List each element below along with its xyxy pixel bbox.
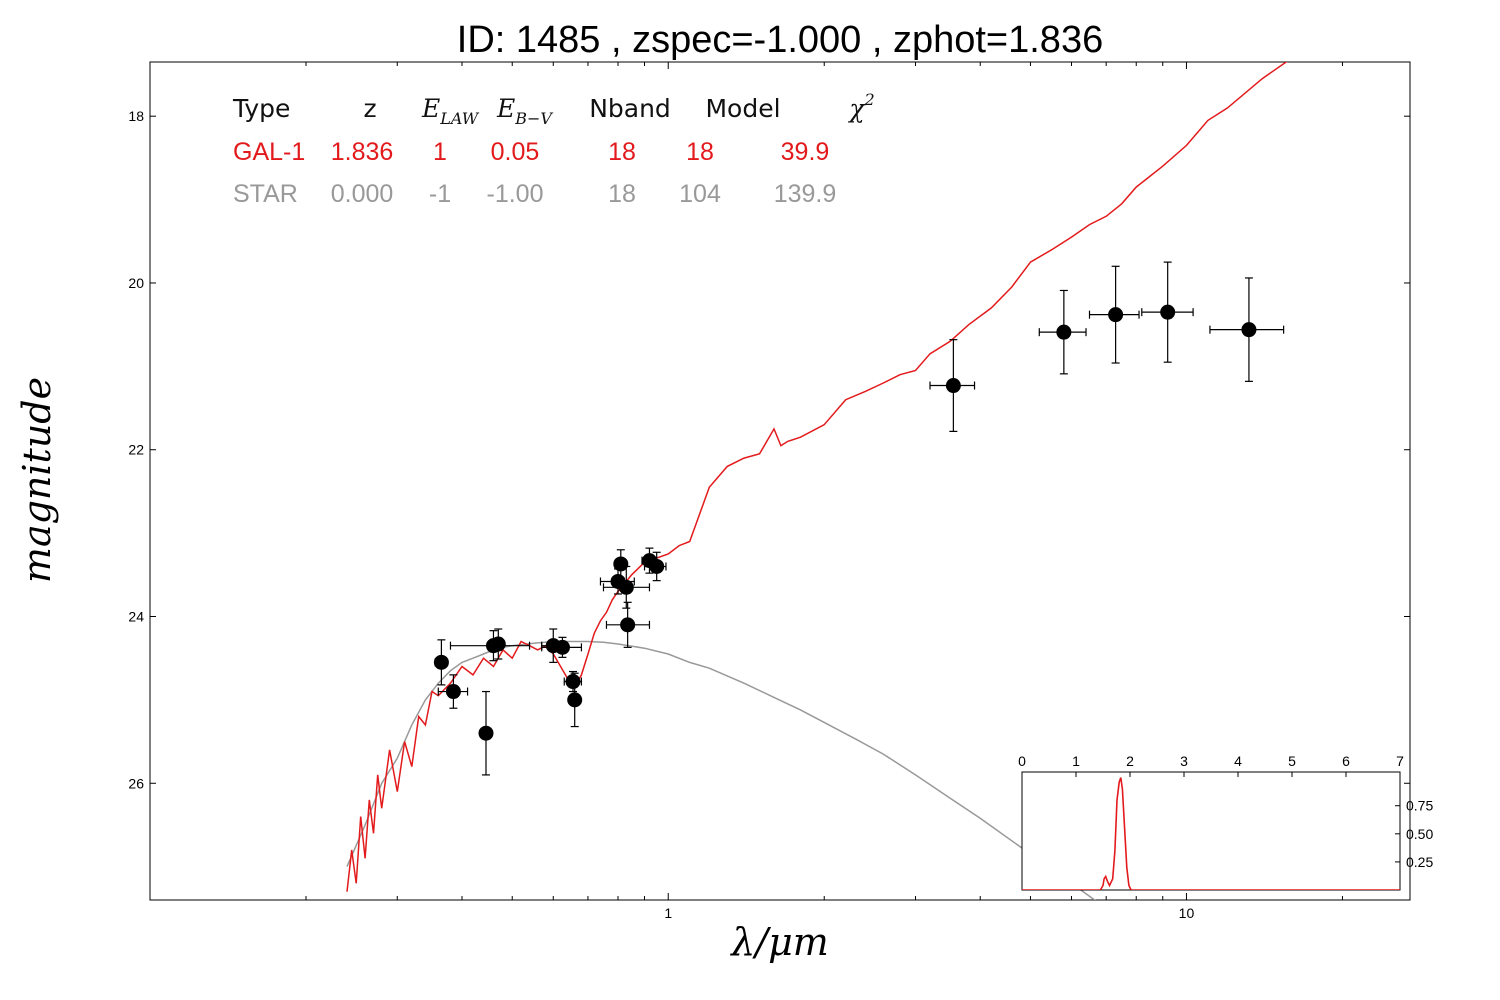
table-header: EB−V	[496, 94, 553, 128]
inset-x-tick-label: 0	[1018, 753, 1026, 769]
data-point	[433, 639, 449, 686]
table-cell: 1.836	[331, 138, 394, 166]
inset-y-tick-label: 0.75	[1406, 798, 1433, 814]
data-point-marker	[1056, 324, 1072, 340]
data-point	[490, 628, 506, 660]
table-cell: 104	[679, 180, 721, 208]
data-point-marker	[1241, 322, 1257, 338]
pdf-line	[1022, 777, 1400, 890]
data-point	[478, 690, 494, 776]
data-point	[1209, 277, 1285, 382]
table-cell: -1	[429, 180, 451, 208]
data-point-marker	[445, 684, 461, 700]
x-axis-label: λ/μm	[729, 920, 829, 964]
figure-title: ID: 1485 , zspec=-1.000 , zphot=1.836	[457, 19, 1103, 61]
data-point	[437, 674, 469, 709]
table-cell: 39.9	[781, 138, 830, 166]
redshift-pdf-inset: 0 1 2 3 4 5 6 7 0.25 0.50 0.75	[1018, 753, 1433, 891]
y-tick-label: 24	[128, 608, 144, 624]
table-cell: 18	[686, 138, 714, 166]
data-point	[563, 670, 583, 693]
data-point-marker	[567, 692, 583, 708]
photometry-points	[433, 261, 1285, 776]
data-point	[929, 339, 976, 432]
data-point-marker	[554, 639, 570, 655]
inset-x-tick-label: 2	[1126, 753, 1134, 769]
table-header: ELAW	[421, 94, 480, 128]
data-point-marker	[565, 674, 581, 690]
data-point	[1088, 265, 1140, 364]
table-cell: 0.05	[491, 138, 540, 166]
table-header: χ2	[847, 90, 874, 123]
y-axis-label: magnitude	[15, 377, 59, 583]
table-header: Nband	[589, 94, 671, 123]
data-point	[1141, 261, 1194, 363]
table-header: z	[363, 94, 376, 123]
table-cell: 1	[433, 138, 447, 166]
data-point	[541, 636, 583, 658]
data-point-marker	[649, 558, 665, 574]
inset-frame	[1021, 771, 1401, 891]
data-point	[567, 672, 583, 728]
inset-x-tick-label: 1	[1072, 753, 1080, 769]
table-cell: 18	[608, 138, 636, 166]
x-tick-label: 10	[1179, 905, 1195, 921]
y-tick-label: 26	[128, 775, 144, 791]
y-tick-label: 18	[128, 108, 144, 124]
data-point-marker	[945, 378, 961, 394]
data-point-marker	[1160, 304, 1176, 320]
data-point-marker	[490, 636, 506, 652]
y-tick-label: 22	[128, 442, 144, 458]
table-cell: 0.000	[331, 180, 394, 208]
inset-x-tick-label: 3	[1180, 753, 1188, 769]
inset-y-tick-label: 0.25	[1406, 854, 1433, 870]
inset-axis-ticks: 0 1 2 3 4 5 6 7 0.25 0.50 0.75	[1018, 753, 1433, 870]
table-header: Model	[705, 94, 780, 123]
table-cell: GAL-1	[233, 138, 305, 166]
data-point-marker	[478, 725, 494, 741]
table-cell: 18	[608, 180, 636, 208]
data-point	[643, 551, 667, 582]
table-cell: STAR	[233, 180, 298, 208]
inset-x-tick-label: 4	[1234, 753, 1242, 769]
data-point-marker	[618, 579, 634, 595]
data-point	[1038, 289, 1087, 375]
inset-y-tick-label: 0.50	[1406, 826, 1433, 842]
y-tick-label: 20	[128, 275, 144, 291]
data-point-marker	[613, 556, 629, 572]
fit-results-table: Type z ELAW EB−V Nband Model χ2 GAL-1 1.836 1 0.05…	[232, 90, 875, 208]
star-model-line	[346, 640, 1096, 900]
inset-x-tick-label: 6	[1342, 753, 1350, 769]
data-point-marker	[1108, 307, 1124, 323]
table-cell: -1.00	[487, 180, 544, 208]
data-point	[605, 601, 651, 648]
data-point-marker	[620, 617, 636, 633]
data-point-marker	[433, 654, 449, 670]
table-cell: 139.9	[774, 180, 837, 208]
inset-x-tick-label: 7	[1396, 753, 1404, 769]
table-header: Type	[232, 94, 290, 123]
data-point	[613, 549, 629, 579]
data-point	[602, 565, 651, 609]
x-tick-label: 1	[664, 905, 672, 921]
inset-x-tick-label: 5	[1288, 753, 1296, 769]
main-plot-frame	[149, 61, 1411, 901]
